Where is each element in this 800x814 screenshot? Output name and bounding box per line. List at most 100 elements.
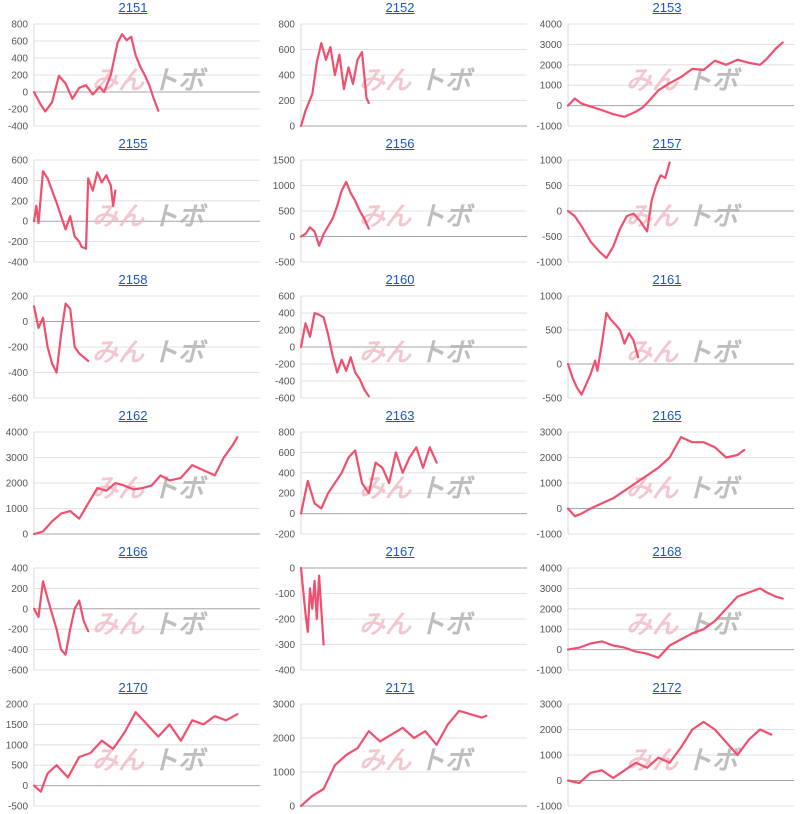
y-tick-label: -400 xyxy=(8,368,28,379)
y-tick-label: -400 xyxy=(275,377,295,388)
y-tick-label: 1000 xyxy=(540,292,563,303)
chart-title-link[interactable]: 2152 xyxy=(385,0,415,15)
watermark-logo: トボ xyxy=(686,473,742,503)
y-tick-label: 500 xyxy=(11,761,28,772)
y-tick-label: -500 xyxy=(275,258,295,269)
watermark-logo: トボ xyxy=(419,201,475,231)
y-tick-label: 500 xyxy=(278,207,295,218)
y-tick-label: -200 xyxy=(275,615,295,626)
y-tick-label: 4000 xyxy=(6,428,29,439)
watermark-logo: トボ xyxy=(686,337,742,367)
y-tick-label: 0 xyxy=(289,232,295,243)
y-tick-label: 400 xyxy=(11,54,28,65)
series-line xyxy=(299,42,370,128)
y-tick-label: -200 xyxy=(8,237,28,248)
watermark-logo: みん xyxy=(359,745,412,775)
y-tick-label: 2000 xyxy=(6,479,29,490)
line-chart: -500 0 500 1000 1500 2000 みん トボ xyxy=(6,700,260,812)
y-tick-label: 600 xyxy=(11,156,28,167)
chart-title-link[interactable]: 2151 xyxy=(118,0,148,15)
y-tick-label: -400 xyxy=(8,645,28,656)
chart-panel-2172: 2172 -1000 0 1000 2000 3000 みん トボ xyxy=(534,680,800,814)
y-tick-label: -200 xyxy=(8,105,28,116)
chart-title-link[interactable]: 2163 xyxy=(385,408,415,423)
watermark-logo: みん xyxy=(359,65,412,95)
chart-title-link[interactable]: 2153 xyxy=(652,0,682,15)
y-tick-label: 2000 xyxy=(540,453,563,464)
y-tick-label: 500 xyxy=(545,181,562,192)
y-tick-label: 1000 xyxy=(6,740,29,751)
watermark-logo: トボ xyxy=(419,609,475,639)
watermark-logo: みん xyxy=(92,65,145,95)
y-tick-label: 0 xyxy=(556,645,562,656)
y-tick-label: 600 xyxy=(11,37,28,48)
y-tick-label: 4000 xyxy=(540,20,563,31)
watermark-logo: みん xyxy=(626,201,679,231)
chart-title-link[interactable]: 2156 xyxy=(385,136,415,151)
chart-title-link[interactable]: 2157 xyxy=(652,136,682,151)
y-tick-label: -200 xyxy=(275,530,295,541)
chart-title-link[interactable]: 2155 xyxy=(118,136,148,151)
y-tick-label: 200 xyxy=(278,326,295,337)
series-line xyxy=(32,33,160,113)
y-tick-label: 0 xyxy=(556,504,562,515)
y-tick-label: 200 xyxy=(11,196,28,207)
y-tick-label: 800 xyxy=(278,20,295,31)
chart-title-link[interactable]: 2161 xyxy=(652,272,682,287)
y-tick-label: 600 xyxy=(278,45,295,56)
watermark-logo: みん xyxy=(92,609,145,639)
chart-title-link[interactable]: 2158 xyxy=(118,272,148,287)
series-line xyxy=(299,311,370,398)
y-tick-label: -100 xyxy=(275,589,295,600)
y-tick-label: 0 xyxy=(556,207,562,218)
watermark-logo: みん xyxy=(626,473,679,503)
y-tick-label: -200 xyxy=(8,625,28,636)
y-tick-label: 0 xyxy=(22,604,28,615)
chart-title-link[interactable]: 2171 xyxy=(385,680,415,695)
y-tick-label: 200 xyxy=(11,71,28,82)
chart-title-link[interactable]: 2165 xyxy=(652,408,682,423)
watermark-logo: みん xyxy=(626,745,679,775)
watermark-logo: みん xyxy=(359,609,412,639)
chart-title-link[interactable]: 2170 xyxy=(118,680,148,695)
y-tick-label: 0 xyxy=(22,217,28,228)
chart-title-link[interactable]: 2160 xyxy=(385,272,415,287)
y-tick-label: 800 xyxy=(11,20,28,31)
chart-title-link[interactable]: 2162 xyxy=(118,408,148,423)
line-chart: -400 -200 0 200 400 600 みん トボ xyxy=(8,156,260,268)
series-line xyxy=(299,709,488,808)
series-line xyxy=(566,587,784,659)
y-tick-label: 0 xyxy=(289,802,295,813)
watermark-logo: トボ xyxy=(152,609,208,639)
y-tick-label: 0 xyxy=(289,509,295,520)
watermark-logo: トボ xyxy=(686,609,742,639)
y-tick-label: 400 xyxy=(278,71,295,82)
chart-panel-2151: 2151 -400 -200 0 200 400 600 800 みん トボ xyxy=(0,0,266,134)
watermark-logo: トボ xyxy=(152,65,208,95)
series-line xyxy=(566,720,773,785)
y-tick-label: 1000 xyxy=(540,479,563,490)
y-tick-label: 0 xyxy=(22,88,28,99)
series-line xyxy=(299,566,325,646)
chart-title-link[interactable]: 2168 xyxy=(652,544,682,559)
y-tick-label: 1000 xyxy=(540,625,563,636)
y-tick-label: 800 xyxy=(278,428,295,439)
y-tick-label: 3000 xyxy=(540,700,563,711)
chart-title-link[interactable]: 2167 xyxy=(385,544,415,559)
series-line xyxy=(299,446,438,515)
chart-title-link[interactable]: 2172 xyxy=(652,680,682,695)
chart-panel-2156: 2156 -500 0 500 1000 1500 みん トボ xyxy=(267,136,533,270)
y-tick-label: 0 xyxy=(22,317,28,328)
y-tick-label: 1000 xyxy=(273,768,296,779)
y-tick-label: -600 xyxy=(8,394,28,405)
chart-title-link[interactable]: 2166 xyxy=(118,544,148,559)
chart-panel-2160: 2160 -600 -400 -200 0 200 400 600 みん トボ xyxy=(267,272,533,406)
y-tick-label: 1500 xyxy=(273,156,296,167)
chart-panel-2163: 2163 -200 0 200 400 600 800 みん トボ xyxy=(267,408,533,542)
watermark-logo: みん xyxy=(92,745,145,775)
chart-panel-2153: 2153 -1000 0 1000 2000 3000 4000 みん トボ xyxy=(534,0,800,134)
y-tick-label: -1000 xyxy=(536,802,562,813)
watermark-logo: トボ xyxy=(419,473,475,503)
